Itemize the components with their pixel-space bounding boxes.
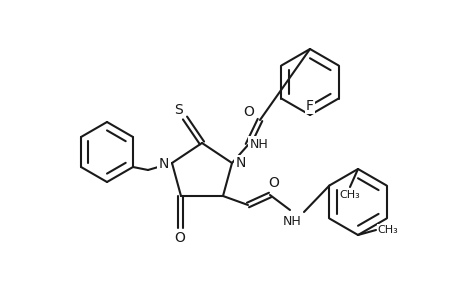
Text: O: O bbox=[243, 105, 254, 119]
Text: O: O bbox=[174, 231, 185, 245]
Text: CH₃: CH₃ bbox=[377, 225, 397, 235]
Text: S: S bbox=[174, 103, 183, 117]
Text: O: O bbox=[268, 176, 279, 190]
Text: N: N bbox=[235, 156, 246, 170]
Text: F: F bbox=[305, 99, 313, 113]
Text: NH: NH bbox=[249, 137, 268, 151]
Text: CH₃: CH₃ bbox=[339, 190, 359, 200]
Text: NH: NH bbox=[282, 215, 301, 229]
Text: N: N bbox=[158, 157, 169, 171]
